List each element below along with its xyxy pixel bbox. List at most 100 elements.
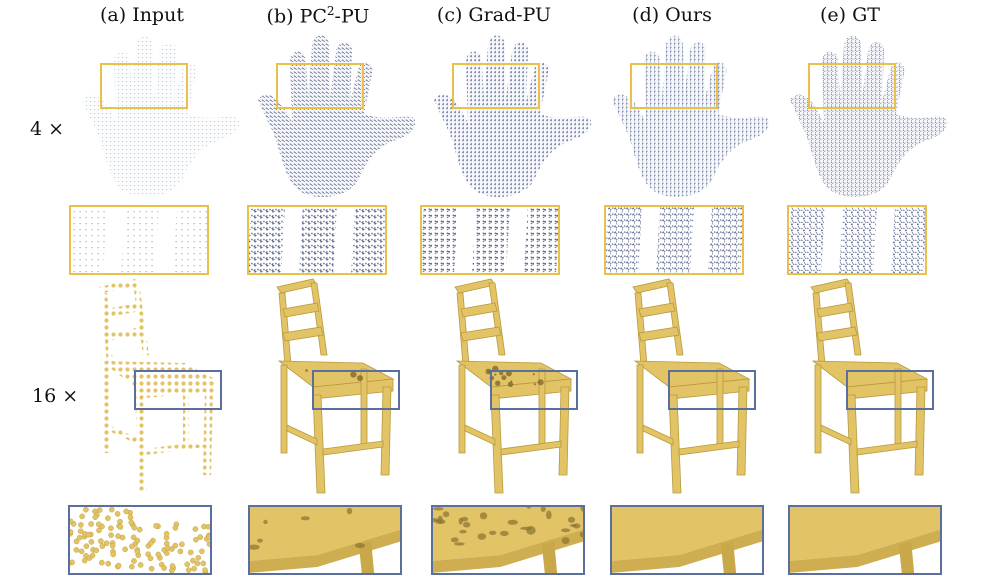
finger-strip bbox=[299, 205, 337, 275]
chair-point bbox=[105, 560, 112, 567]
chair-part bbox=[678, 440, 740, 456]
chair-point bbox=[96, 507, 103, 513]
zoom-region-box bbox=[490, 370, 578, 410]
chair-part bbox=[133, 283, 149, 355]
chair-point bbox=[195, 555, 202, 561]
chair-part bbox=[488, 282, 506, 356]
chair-point bbox=[194, 560, 201, 567]
chair-leg bbox=[541, 541, 558, 575]
finger-strip bbox=[472, 205, 510, 275]
chair-point bbox=[200, 560, 206, 567]
chair-figure-ours bbox=[609, 275, 759, 500]
surface-hole bbox=[346, 507, 353, 515]
hand-zoom-svg-pc2pu bbox=[247, 205, 387, 275]
hand-svg-input bbox=[82, 35, 240, 198]
surface-hole bbox=[573, 523, 581, 529]
chair-svg-gradpu bbox=[454, 278, 578, 494]
surface-hole bbox=[561, 537, 570, 545]
chair-part bbox=[380, 386, 392, 476]
finger-strip bbox=[69, 205, 107, 275]
hand-figure-gt bbox=[768, 22, 948, 202]
surface-hole bbox=[489, 530, 497, 535]
chair-part bbox=[322, 440, 384, 456]
chair-point bbox=[85, 531, 92, 538]
chair-point bbox=[73, 538, 80, 545]
chair-part bbox=[856, 440, 918, 456]
surface-hole bbox=[499, 371, 504, 376]
surface-hole bbox=[257, 538, 263, 543]
hand-svg-gt bbox=[790, 35, 948, 198]
chair-part bbox=[145, 441, 205, 455]
chair-part bbox=[846, 394, 860, 494]
chair-point bbox=[128, 519, 135, 526]
column-header-gt: (e) GT bbox=[820, 4, 880, 26]
chair-figure-pc2pu bbox=[253, 275, 403, 500]
chair-point bbox=[193, 536, 199, 543]
hand-zoom-svg-ours bbox=[604, 205, 744, 275]
chair-point bbox=[153, 523, 159, 529]
chair-part bbox=[460, 302, 498, 318]
chair-point bbox=[136, 526, 143, 533]
surface-hole bbox=[458, 517, 463, 525]
chair-part bbox=[716, 368, 724, 446]
hand-zoom-svg-gradpu bbox=[420, 205, 560, 275]
hand-svg-pc2pu bbox=[258, 35, 416, 198]
surface-hole bbox=[546, 510, 552, 520]
chair-part bbox=[282, 302, 320, 318]
chair-point bbox=[83, 506, 89, 513]
chair-point bbox=[122, 546, 128, 553]
surface-hole bbox=[532, 373, 535, 376]
hand-point-cloud bbox=[434, 35, 592, 198]
hand-point-cloud bbox=[790, 35, 948, 198]
chair-zoom-ours bbox=[610, 505, 764, 575]
chair-point bbox=[147, 540, 154, 546]
chair-part bbox=[844, 282, 862, 356]
chair-point bbox=[127, 514, 134, 521]
chair-point bbox=[109, 543, 116, 549]
finger-strip bbox=[604, 205, 642, 275]
chair-part bbox=[282, 326, 324, 342]
chair-point bbox=[134, 548, 141, 555]
chair-part bbox=[310, 282, 328, 356]
chair-part bbox=[454, 278, 496, 294]
column-header-pc2pu-sup: 2 bbox=[326, 4, 335, 18]
chair-leg bbox=[358, 541, 375, 575]
surface-hole bbox=[435, 519, 446, 524]
surface-hole bbox=[263, 519, 268, 525]
finger-strip bbox=[247, 205, 285, 275]
chair-point bbox=[199, 548, 205, 555]
zoom-region-box bbox=[630, 63, 718, 109]
chair-part bbox=[280, 364, 288, 454]
surface-hole bbox=[495, 380, 501, 386]
hand-zoom-svg-gt bbox=[787, 205, 927, 275]
chair-point bbox=[78, 548, 85, 555]
chair-point bbox=[184, 561, 190, 568]
chair-figure-gradpu bbox=[431, 275, 581, 500]
chair-point bbox=[88, 539, 95, 545]
chair-point bbox=[88, 521, 94, 527]
surface-hole bbox=[479, 512, 488, 520]
chair-leg bbox=[720, 541, 737, 575]
column-header-ours: (d) Ours bbox=[632, 4, 712, 26]
surface-hole bbox=[354, 543, 366, 548]
hand-figure-pc2pu bbox=[236, 22, 416, 202]
zoom-frame bbox=[787, 205, 927, 275]
chair-point bbox=[185, 567, 192, 573]
chair-point bbox=[81, 557, 88, 564]
chair-point bbox=[123, 508, 130, 515]
seat-edge bbox=[248, 529, 402, 573]
finger-strip bbox=[173, 205, 209, 275]
finger-strip bbox=[656, 205, 694, 275]
surface-hole bbox=[477, 533, 487, 540]
zoom-frame bbox=[420, 205, 560, 275]
surface-hole bbox=[567, 516, 576, 523]
zoom-region-box bbox=[276, 63, 364, 109]
chair-zoom-svg-ours bbox=[610, 505, 764, 575]
hand-point-cloud bbox=[258, 35, 416, 198]
chair-part bbox=[636, 364, 644, 454]
hand-zoom-gt bbox=[787, 205, 927, 275]
surface-hole bbox=[450, 537, 459, 543]
chair-part bbox=[105, 303, 141, 317]
surface-hole bbox=[537, 379, 544, 386]
zoom-region-box bbox=[846, 370, 934, 410]
